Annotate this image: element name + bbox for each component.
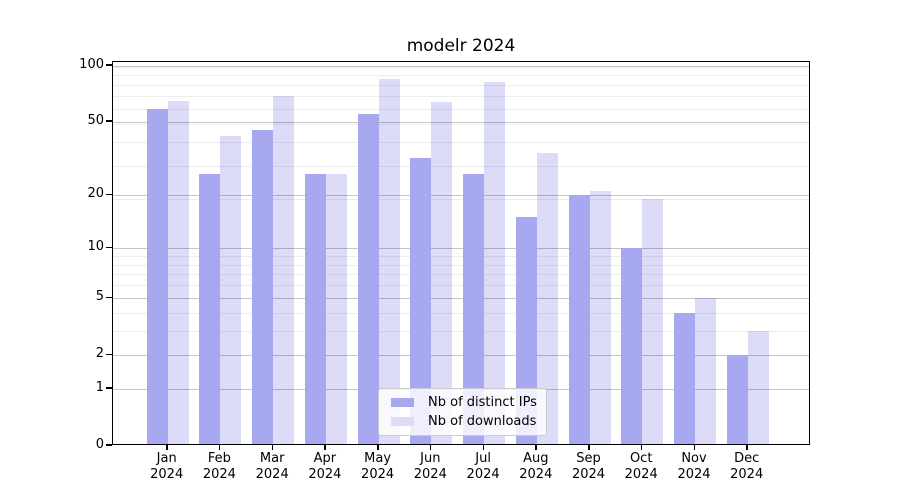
y-tick-mark: [106, 387, 112, 389]
major-gridline: [113, 65, 809, 67]
legend-item-downloads: Nb of downloads: [391, 413, 546, 429]
y-tick-mark: [106, 246, 112, 249]
legend: Nb of distinct IPs Nb of downloads: [378, 388, 547, 436]
y-tick-mark: [106, 120, 112, 122]
minor-gridline: [113, 75, 809, 77]
y-tick-label: 0: [95, 436, 104, 452]
major-gridline: [113, 121, 809, 123]
bar-distinct-ips-dec: [726, 355, 748, 444]
minor-gridline: [113, 165, 809, 167]
major-gridline: [113, 248, 809, 250]
bar-distinct-ips-aug: [515, 217, 537, 444]
plot-area: [112, 61, 810, 445]
minor-gridline: [113, 66, 809, 68]
x-tick-mark: [640, 445, 643, 450]
x-tick-mark: [377, 445, 379, 450]
minor-gridline: [113, 199, 809, 200]
x-tick-mark: [588, 445, 590, 450]
x-tick-mark: [482, 445, 485, 450]
y-tick-label: 1: [95, 379, 104, 395]
x-tick-label: Jun 2024: [413, 451, 447, 482]
bar-downloads-mar: [273, 95, 295, 444]
legend-label-distinct-ips: Nb of distinct IPs: [428, 394, 537, 410]
x-tick-label: Oct 2024: [624, 451, 658, 482]
bar-distinct-ips-may: [357, 114, 379, 444]
bar-downloads-jan: [167, 100, 189, 444]
major-gridline: [113, 355, 809, 357]
legend-swatch-distinct-ips: [391, 398, 414, 407]
bars-layer: [113, 62, 809, 444]
x-tick-label: Jul 2024: [466, 451, 500, 482]
x-tick-label: May 2024: [361, 451, 395, 482]
x-tick-mark: [166, 445, 168, 450]
y-tick-mark: [106, 296, 112, 299]
major-gridline: [113, 298, 809, 300]
minor-gridline: [113, 264, 809, 266]
y-tick-label: 2: [95, 346, 104, 362]
y-tick-mark: [106, 193, 112, 195]
minor-gridline: [113, 84, 809, 86]
grid-layer: [113, 62, 809, 444]
bar-distinct-ips-jun: [410, 157, 432, 444]
minor-gridline: [113, 331, 809, 333]
y-tick-mark: [106, 353, 112, 356]
bar-distinct-ips-oct: [621, 248, 643, 444]
legend-item-distinct-ips: Nb of distinct IPs: [391, 394, 546, 410]
bar-distinct-ips-nov: [674, 313, 695, 444]
x-tick-label: Feb 2024: [202, 451, 236, 482]
minor-gridline: [113, 141, 809, 143]
bar-downloads-sep: [589, 191, 611, 444]
bar-distinct-ips-mar: [252, 130, 274, 444]
bar-downloads-jun: [431, 102, 453, 444]
minor-gridline: [113, 123, 809, 125]
x-tick-mark: [693, 445, 695, 450]
x-tick-mark: [218, 445, 221, 450]
x-tick-label: Dec 2024: [730, 451, 764, 482]
chart-title: modelr 2024: [406, 36, 516, 56]
minor-gridline: [113, 256, 809, 257]
bar-distinct-ips-jan: [146, 108, 168, 444]
bar-downloads-feb: [220, 136, 242, 444]
bar-downloads-jul: [484, 81, 506, 444]
minor-gridline: [113, 108, 809, 110]
y-tick-label: 5: [95, 289, 104, 305]
minor-gridline: [113, 313, 809, 315]
minor-gridline: [113, 95, 809, 97]
x-tick-label: Mar 2024: [255, 451, 289, 482]
y-tick-mark: [106, 64, 112, 66]
bar-downloads-apr: [325, 174, 347, 444]
legend-swatch-downloads: [391, 417, 414, 426]
x-tick-label: Aug 2024: [519, 451, 553, 482]
legend-label-downloads: Nb of downloads: [428, 413, 537, 429]
bar-distinct-ips-sep: [568, 195, 590, 444]
x-tick-label: Sep 2024: [571, 451, 606, 482]
x-tick-mark: [324, 445, 326, 450]
y-tick-label: 50: [87, 112, 104, 128]
bar-downloads-may: [378, 79, 400, 444]
bar-distinct-ips-feb: [199, 174, 221, 444]
bar-downloads-dec: [747, 331, 769, 444]
x-tick-mark: [746, 445, 748, 450]
y-tick-label: 20: [87, 186, 104, 201]
x-tick-label: Jan 2024: [150, 451, 184, 482]
bar-downloads-oct: [642, 199, 664, 444]
y-tick-mark: [106, 444, 112, 446]
x-tick-mark: [429, 445, 432, 450]
bar-distinct-ips-apr: [304, 174, 326, 444]
x-tick-label: Apr 2024: [308, 451, 342, 482]
minor-gridline: [113, 285, 809, 287]
bar-downloads-nov: [695, 298, 716, 444]
x-tick-mark: [535, 445, 537, 450]
y-tick-label: 100: [79, 56, 104, 72]
bar-downloads-aug: [536, 152, 558, 444]
x-tick-mark: [271, 445, 274, 450]
major-gridline: [113, 195, 809, 196]
bar-distinct-ips-jul: [463, 174, 485, 444]
y-tick-label: 10: [87, 239, 104, 255]
minor-gridline: [113, 274, 809, 276]
x-tick-label: Nov 2024: [677, 451, 711, 482]
